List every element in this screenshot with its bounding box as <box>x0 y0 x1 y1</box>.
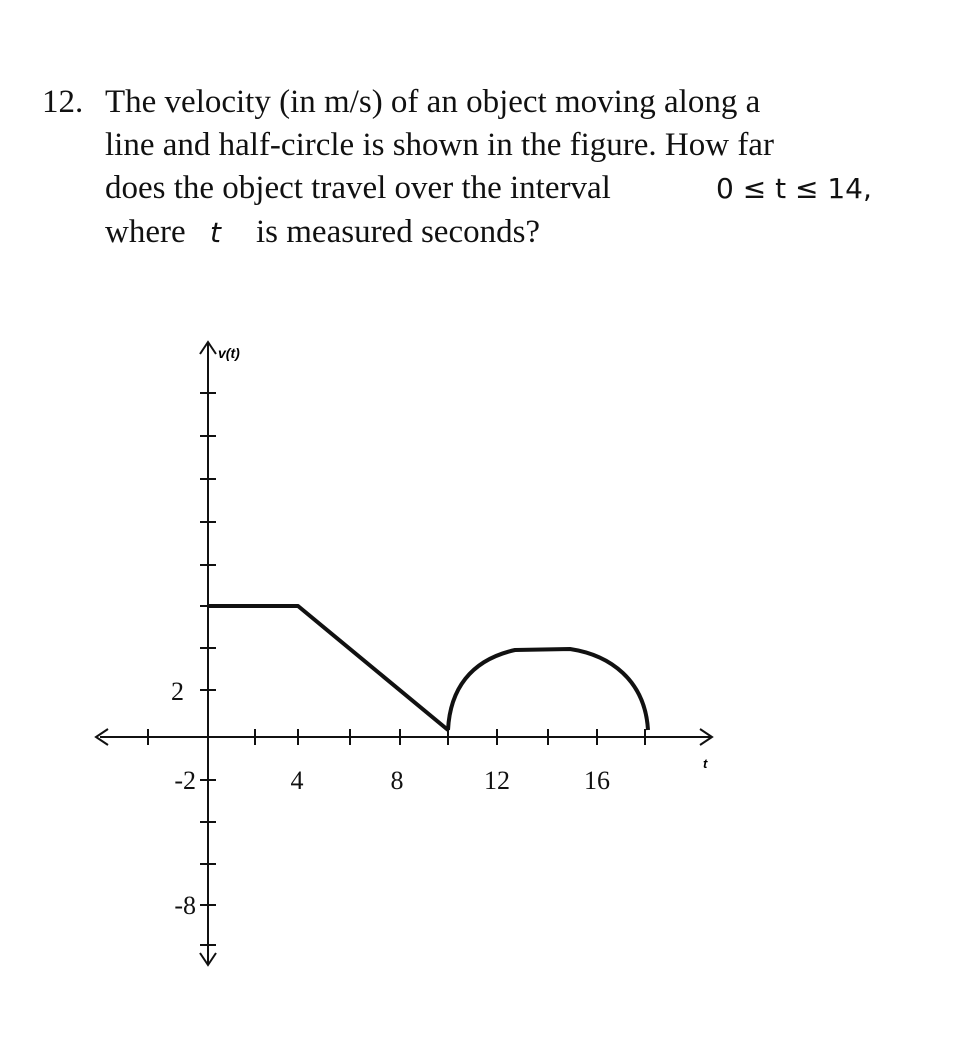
y-tick-label: -2 <box>174 766 196 795</box>
y-tick-label: -8 <box>174 891 196 920</box>
question-line: is measured seconds? <box>256 214 540 250</box>
x-tick-label: 4 <box>291 766 304 795</box>
x-axis-label: t <box>703 756 708 771</box>
tick-marks <box>147 392 646 946</box>
line-segment <box>208 604 450 732</box>
figure: v(t) t 2 -2 -8 4 8 12 16 <box>94 340 714 967</box>
x-tick-label: 8 <box>391 766 404 795</box>
question: 12. The velocity (in m/s) of an object m… <box>42 84 872 250</box>
math: t <box>210 216 222 249</box>
x-arrows <box>94 728 714 746</box>
y-axis-label: v(t) <box>218 345 240 361</box>
x-tick-label: 16 <box>584 766 610 795</box>
y-tick-label: 2 <box>171 677 184 706</box>
question-line: line and half-circle is shown in the fig… <box>105 127 774 163</box>
ticks <box>147 392 646 946</box>
math: 0 ≤ t ≤ 14, <box>716 172 872 205</box>
y-arrows <box>199 340 217 967</box>
question-number: 12. <box>42 84 83 120</box>
question-line: where <box>105 214 186 250</box>
x-tick-label: 12 <box>484 766 510 795</box>
question-line: does the object travel over the interval <box>105 170 611 206</box>
half-circle <box>446 647 650 731</box>
question-line: The velocity (in m/s) of an object movin… <box>105 84 761 120</box>
